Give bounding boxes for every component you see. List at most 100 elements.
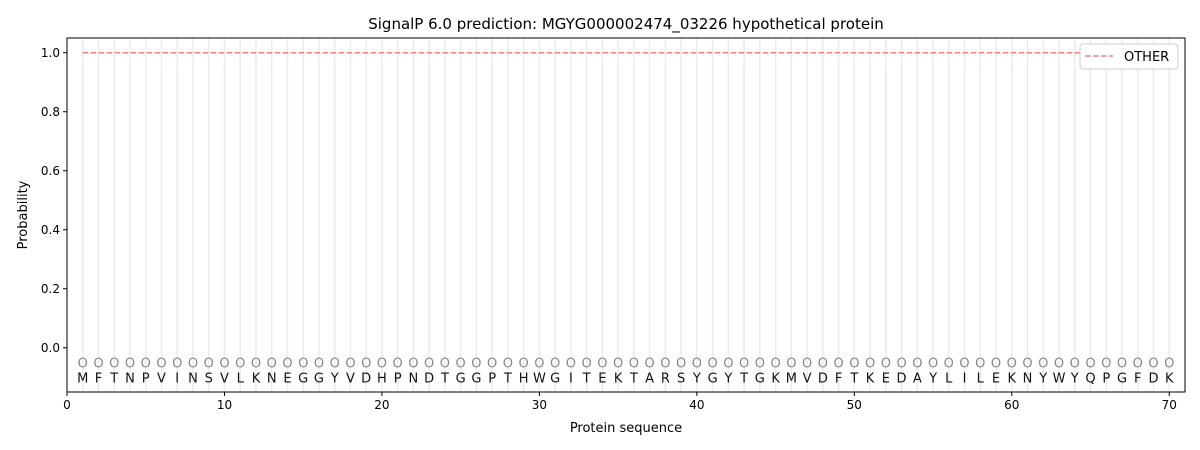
residue-letter: G [550, 371, 560, 386]
residue-letter: G [298, 371, 308, 386]
label-marker: O [676, 357, 686, 372]
residue-letter: K [252, 371, 261, 386]
label-marker: O [156, 357, 166, 372]
label-marker: O [471, 357, 481, 372]
label-marker: O [1133, 357, 1143, 372]
label-marker: O [1054, 357, 1064, 372]
residue-letter: G [314, 371, 324, 386]
residue-letter: M [77, 371, 88, 386]
residue-letter: V [157, 371, 166, 386]
x-tick-label: 30 [532, 398, 547, 412]
residue-letter: K [1165, 371, 1174, 386]
label-marker: O [93, 357, 103, 372]
residue-letter: F [1134, 371, 1141, 386]
x-tick-label: 70 [1162, 398, 1177, 412]
residue-letter: D [361, 371, 371, 386]
label-marker: O [1101, 357, 1111, 372]
residue-letter: I [963, 371, 967, 386]
x-tick-label: 60 [1004, 398, 1019, 412]
label-marker: O [660, 357, 670, 372]
label-marker: O [78, 357, 88, 372]
label-marker: O [707, 357, 717, 372]
label-marker: O [896, 357, 906, 372]
x-tick-label: 20 [374, 398, 389, 412]
residue-letter: L [945, 371, 953, 386]
residue-letter: A [645, 371, 654, 386]
label-marker: O [959, 357, 969, 372]
residue-letter: T [739, 371, 748, 386]
residue-letter: Y [1070, 371, 1079, 386]
residue-letter: E [283, 371, 291, 386]
label-marker: O [188, 357, 198, 372]
label-marker: O [692, 357, 702, 372]
label-marker: O [818, 357, 828, 372]
label-marker: O [582, 357, 592, 372]
x-tick-label: 40 [689, 398, 704, 412]
residue-letter: T [503, 371, 512, 386]
residue-letter: W [533, 371, 546, 386]
residue-letter: T [849, 371, 858, 386]
label-marker: O [519, 357, 529, 372]
y-tick-label: 0.0 [41, 341, 60, 355]
residue-letter: P [488, 371, 496, 386]
y-tick-label: 1.0 [41, 46, 60, 60]
residue-letter: H [377, 371, 387, 386]
label-marker: O [109, 357, 119, 372]
label-marker: O [377, 357, 387, 372]
residue-letter: F [835, 371, 842, 386]
residue-letter: S [677, 371, 685, 386]
residue-letter: P [1102, 371, 1110, 386]
residue-letter: A [913, 371, 922, 386]
label-marker: O [1070, 357, 1080, 372]
legend-box [1079, 43, 1179, 70]
label-marker: O [770, 357, 780, 372]
residue-letter: D [424, 371, 434, 386]
residue-letter: I [569, 371, 573, 386]
residue-letter: E [992, 371, 1000, 386]
label-marker: O [629, 357, 639, 372]
label-marker: O [755, 357, 765, 372]
residue-letter: N [267, 371, 277, 386]
label-marker: O [944, 357, 954, 372]
label-marker: O [865, 357, 875, 372]
label-marker: O [204, 357, 214, 372]
residue-letter: R [661, 371, 670, 386]
residue-letter: K [866, 371, 875, 386]
residue-letter: L [977, 371, 985, 386]
label-marker: O [361, 357, 371, 372]
label-marker: O [1022, 357, 1032, 372]
residue-letter: K [614, 371, 623, 386]
residue-letter: I [175, 371, 179, 386]
residue-letter: D [897, 371, 907, 386]
label-marker: O [267, 357, 277, 372]
label-marker: O [723, 357, 733, 372]
label-marker: O [408, 357, 418, 372]
residue-letter: Q [1085, 371, 1095, 386]
label-marker: O [282, 357, 292, 372]
residue-letter: N [1023, 371, 1033, 386]
residue-letter: D [818, 371, 828, 386]
label-marker: O [503, 357, 513, 372]
residue-letter: K [771, 371, 780, 386]
residue-letter: T [109, 371, 118, 386]
residue-letter: F [95, 371, 102, 386]
label-marker: O [833, 357, 843, 372]
residue-letter: T [629, 371, 638, 386]
label-marker: O [141, 357, 151, 372]
label-marker: O [975, 357, 985, 372]
residue-letter: N [125, 371, 135, 386]
label-marker: O [251, 357, 261, 372]
label-marker: O [613, 357, 623, 372]
residue-letter: V [346, 371, 355, 386]
residue-letter: E [882, 371, 890, 386]
label-marker: O [440, 357, 450, 372]
y-axis-label: Probability [16, 180, 31, 249]
label-marker: O [802, 357, 812, 372]
residue-letter: M [786, 371, 797, 386]
label-marker: O [597, 357, 607, 372]
residue-letter: Y [692, 371, 701, 386]
residue-letter: G [456, 371, 466, 386]
label-marker: O [298, 357, 308, 372]
residue-letter: E [598, 371, 606, 386]
